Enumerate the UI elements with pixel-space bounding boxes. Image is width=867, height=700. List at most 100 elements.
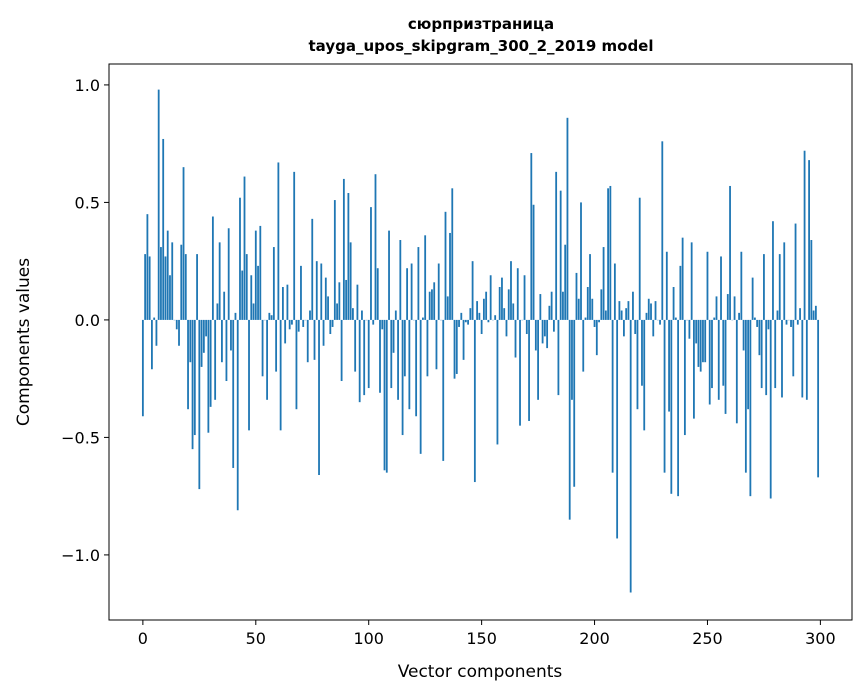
bar [564, 245, 566, 320]
bar [422, 318, 424, 320]
bar [777, 311, 779, 320]
bar [469, 308, 471, 320]
bar [596, 320, 598, 355]
bar [162, 139, 164, 320]
bar [763, 254, 765, 320]
bar [334, 200, 336, 320]
bar [621, 311, 623, 320]
x-tick-label: 250 [692, 629, 723, 648]
bar [528, 320, 530, 421]
bar [700, 320, 702, 372]
bar [232, 320, 234, 468]
x-tick-label: 100 [353, 629, 384, 648]
bar [404, 320, 406, 376]
bar [490, 275, 492, 320]
bar [808, 160, 810, 320]
bar [259, 226, 261, 320]
bar [675, 318, 677, 320]
bar [293, 172, 295, 320]
bar [282, 287, 284, 320]
bar [146, 214, 148, 320]
bar [296, 320, 298, 409]
bar [553, 320, 555, 332]
bar [603, 247, 605, 320]
bar [695, 320, 697, 343]
bar [454, 320, 456, 379]
bar [652, 320, 654, 336]
bar [797, 320, 799, 325]
bar [806, 320, 808, 400]
bar [711, 320, 713, 388]
y-tick-label: 0.5 [75, 193, 100, 212]
bar [442, 320, 444, 461]
bar [359, 320, 361, 402]
bar [688, 320, 690, 339]
bar [614, 264, 616, 320]
bar [623, 320, 625, 336]
bar [408, 320, 410, 409]
bar [427, 320, 429, 376]
bar [497, 320, 499, 445]
bar [720, 256, 722, 319]
bar [268, 313, 270, 320]
bar [431, 289, 433, 320]
bar [381, 320, 383, 329]
bar [183, 167, 185, 320]
bar [451, 188, 453, 320]
bar [160, 247, 162, 320]
x-tick-label: 300 [805, 629, 836, 648]
bar [478, 313, 480, 320]
bar [659, 320, 661, 325]
bar [377, 268, 379, 320]
y-axis: −1.0−0.50.00.51.0 [61, 76, 109, 565]
bar [287, 285, 289, 320]
bar [704, 320, 706, 362]
bar [205, 320, 207, 336]
x-tick-label: 0 [138, 629, 148, 648]
bar [429, 292, 431, 320]
bar [336, 303, 338, 319]
bar [255, 231, 257, 320]
bar [790, 320, 792, 327]
bar [198, 320, 200, 489]
bar [594, 320, 596, 327]
bar [641, 320, 643, 386]
bar [483, 299, 485, 320]
bar [399, 240, 401, 320]
bar [573, 320, 575, 487]
bar [192, 320, 194, 449]
bar [415, 320, 417, 416]
bar [246, 254, 248, 320]
bar [417, 247, 419, 320]
bar [668, 320, 670, 412]
bar [167, 231, 169, 320]
bar [449, 233, 451, 320]
bar [759, 320, 761, 355]
bar [262, 320, 264, 376]
bar [424, 235, 426, 320]
bar [221, 320, 223, 362]
bar [433, 282, 435, 320]
bar [372, 320, 374, 325]
bar [271, 315, 273, 320]
bar [488, 320, 490, 322]
bar [630, 320, 632, 593]
bar [786, 320, 788, 325]
bar [682, 238, 684, 320]
bar [526, 320, 528, 334]
bar [765, 320, 767, 395]
bar [499, 287, 501, 320]
bar [142, 320, 144, 416]
bar [537, 320, 539, 400]
y-tick-label: −1.0 [61, 546, 100, 565]
bar [275, 320, 277, 372]
bar [280, 320, 282, 430]
bar [664, 320, 666, 473]
bar [370, 207, 372, 320]
bar [347, 193, 349, 320]
bar [151, 320, 153, 369]
bar [607, 188, 609, 320]
bar [673, 287, 675, 320]
